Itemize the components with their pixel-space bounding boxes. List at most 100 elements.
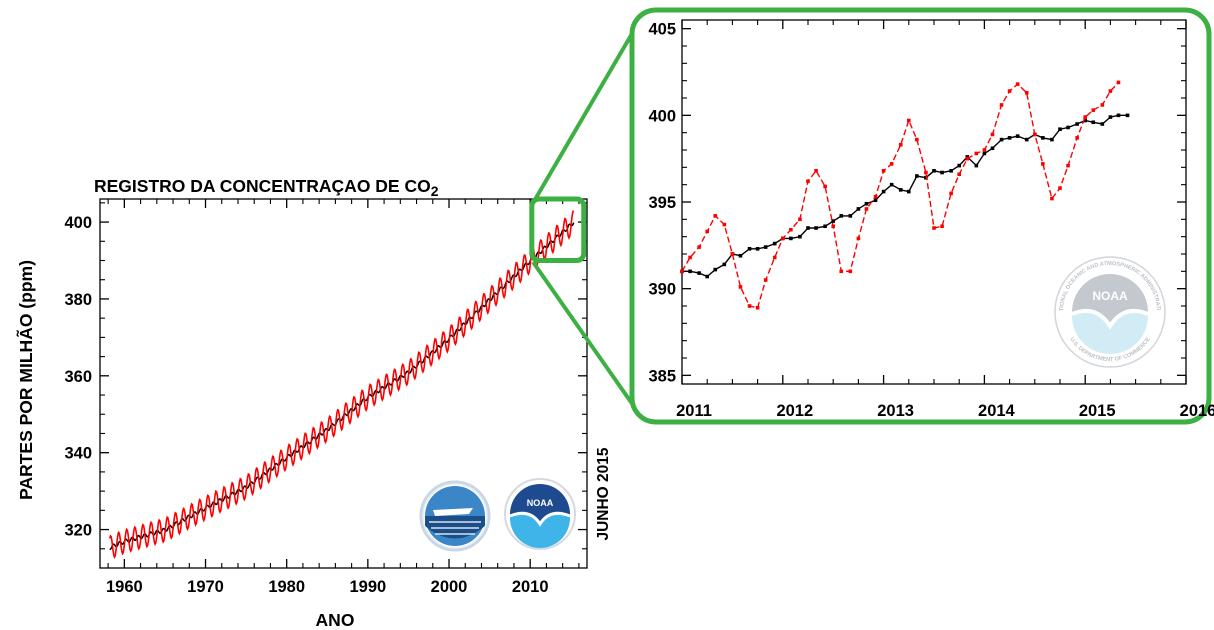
inset-x-tick-label: 2016 bbox=[1180, 402, 1214, 420]
inset-monthly-point bbox=[1007, 89, 1012, 93]
inset-monthly-point bbox=[898, 143, 903, 147]
main-x-tick-label: 1990 bbox=[349, 578, 386, 596]
inset-monthly-point bbox=[932, 226, 936, 230]
inset-monthly-point bbox=[1116, 80, 1121, 85]
inset-monthly-point bbox=[856, 236, 861, 241]
inset-monthly-point bbox=[730, 252, 735, 256]
main-y-tick-label: 400 bbox=[64, 214, 92, 232]
inset-y-tick-label: 385 bbox=[648, 367, 676, 385]
inset-monthly-point bbox=[747, 304, 752, 308]
inset-trend-point bbox=[957, 163, 961, 168]
noaa-logo-icon: NOAA bbox=[504, 478, 576, 550]
inset-monthly-point bbox=[889, 162, 894, 166]
inset-monthly-point bbox=[763, 278, 768, 282]
date-side-label: JUNHO 2015 bbox=[595, 447, 612, 540]
inset-trend-point bbox=[1116, 113, 1121, 118]
inset-trend-point bbox=[990, 146, 995, 151]
zoom-connector-top bbox=[531, 18, 642, 205]
inset-monthly-line bbox=[680, 80, 1121, 310]
inset-monthly-point bbox=[924, 170, 928, 175]
main-x-tick-label: 2000 bbox=[431, 578, 468, 596]
inset-trend-point bbox=[747, 247, 752, 251]
inset-x-tick-label: 2015 bbox=[1079, 402, 1116, 420]
main-x-axis-label: ANO bbox=[316, 610, 355, 630]
inset-monthly-point bbox=[697, 245, 701, 249]
inset-monthly-point bbox=[957, 172, 961, 177]
main-chart: REGISTRO DA CONCENTRAÇAO DE CO2 320 340 36… bbox=[15, 176, 612, 630]
inset-monthly-point bbox=[1050, 196, 1054, 201]
inset-trend-point bbox=[789, 236, 793, 241]
inset-trend-point bbox=[848, 214, 853, 218]
inset-monthly-point bbox=[999, 103, 1004, 107]
inset-monthly-point bbox=[823, 184, 827, 189]
inset-y-tick-label: 405 bbox=[648, 21, 676, 39]
inset-trend-point bbox=[940, 170, 944, 175]
scripps-logo-icon bbox=[419, 480, 491, 552]
inset-trend-point bbox=[839, 214, 844, 218]
inset-monthly-point bbox=[680, 269, 684, 274]
main-y-tick-label: 380 bbox=[64, 291, 92, 309]
inset-trend-point bbox=[823, 224, 827, 229]
main-x-tick-label: 1960 bbox=[106, 578, 143, 596]
inset-trend-point bbox=[864, 201, 869, 206]
inset-monthly-series bbox=[681, 81, 1120, 309]
inset-monthly-point bbox=[1091, 108, 1096, 112]
inset-frame bbox=[629, 7, 1212, 425]
inset-trend-point bbox=[999, 137, 1004, 142]
main-y-tick-label: 360 bbox=[64, 368, 92, 386]
inset-trend-point bbox=[831, 219, 835, 223]
inset-y-tick-label: 390 bbox=[648, 281, 676, 299]
inset-trend-point bbox=[924, 175, 928, 180]
inset-trend-point bbox=[982, 151, 987, 156]
inset-monthly-point bbox=[915, 137, 919, 142]
inset-trend-point bbox=[1066, 125, 1070, 130]
inset-monthly-point bbox=[839, 269, 844, 274]
inset-monthly-point bbox=[1041, 162, 1045, 166]
inset-trend-point bbox=[1075, 122, 1079, 126]
inset-trend-point bbox=[1058, 127, 1062, 131]
inset-monthly-point bbox=[713, 214, 718, 218]
inset-monthly-point bbox=[1108, 89, 1113, 93]
noaa-watermark-icon: NOAA NATIONAL OCEANIC AND ATMOSPHERIC AD… bbox=[1054, 256, 1166, 368]
inset-monthly-point bbox=[982, 148, 987, 152]
inset-trend-point bbox=[1050, 137, 1054, 142]
svg-text:NOAA: NOAA bbox=[1092, 289, 1128, 303]
main-trend-series bbox=[109, 222, 575, 551]
inset-monthly-point bbox=[1058, 186, 1062, 190]
inset-trend-point bbox=[772, 241, 777, 246]
main-y-axis-label: PARTES POR MILHÃO (ppm) bbox=[15, 260, 36, 500]
inset-monthly-point bbox=[848, 269, 853, 274]
inset-monthly-point bbox=[1015, 82, 1020, 86]
inset-trend-point bbox=[713, 267, 718, 272]
inset-trend-point bbox=[873, 198, 878, 203]
inset-x-tick-label: 2014 bbox=[978, 402, 1016, 420]
inset-monthly-point bbox=[781, 236, 785, 241]
main-monthly-series bbox=[108, 210, 575, 559]
inset-trend-point bbox=[763, 245, 768, 249]
inset-trend-point bbox=[722, 262, 727, 267]
inset-monthly-point bbox=[831, 224, 835, 229]
inset-monthly-point bbox=[873, 195, 878, 199]
inset-trend-point bbox=[1083, 118, 1087, 123]
inset-x-tick-label: 2013 bbox=[877, 402, 914, 420]
inset-y-axis: 385 390 395 400 405 bbox=[648, 21, 1186, 385]
inset-x-tick-label: 2011 bbox=[676, 402, 712, 420]
inset-trend-point bbox=[881, 189, 886, 194]
inset-chart: NOAA NATIONAL OCEANIC AND ATMOSPHERIC AD… bbox=[629, 7, 1214, 425]
inset-monthly-point bbox=[974, 151, 979, 156]
inset-trend-point bbox=[806, 226, 810, 230]
inset-trend-point bbox=[814, 226, 818, 230]
inset-trend-point bbox=[697, 271, 701, 275]
inset-trend-point bbox=[1091, 120, 1096, 125]
main-x-tick-label: 1980 bbox=[268, 578, 305, 596]
inset-trend-point bbox=[949, 169, 953, 173]
main-logos: NOAA bbox=[419, 478, 576, 552]
inset-trend-point bbox=[889, 182, 894, 187]
inset-trend-point bbox=[1108, 115, 1113, 119]
inset-trend-point bbox=[1125, 113, 1130, 118]
inset-monthly-point bbox=[1075, 136, 1079, 140]
inset-monthly-point bbox=[949, 191, 953, 196]
inset-monthly-point bbox=[798, 217, 802, 222]
main-x-tick-label: 2010 bbox=[512, 578, 549, 596]
inset-trend-point bbox=[907, 189, 911, 194]
